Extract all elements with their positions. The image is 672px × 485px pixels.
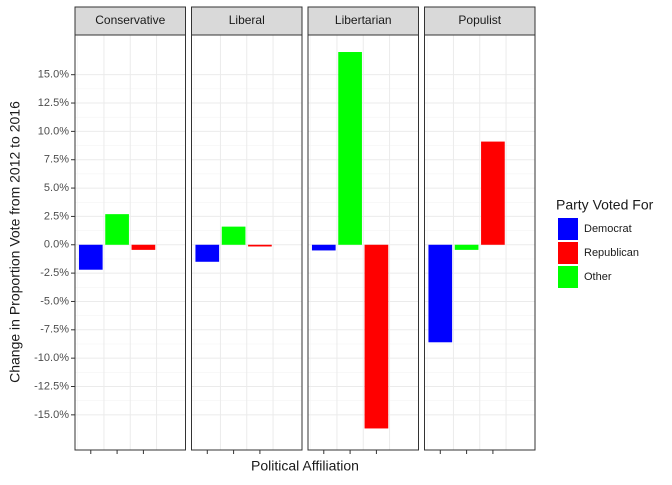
legend-label: Republican [584,247,639,259]
bar [248,244,272,247]
strip-label: Liberal [229,13,265,27]
legend-title: Party Voted For [556,197,654,213]
legend-key [558,266,578,288]
bar [105,214,129,245]
y-tick-label: 5.0% [44,182,69,194]
legend-key [558,242,578,264]
bar [428,244,453,343]
y-tick-label: -15.0% [34,409,69,421]
y-axis-title: Change in Proportion Vote from 2012 to 2… [7,101,23,383]
x-axis-title: Political Affiliation [251,458,359,474]
y-tick-label: 7.5% [44,154,69,166]
y-tick-label: 0.0% [44,239,69,251]
y-tick-label: -10.0% [34,352,69,364]
y-tick-label: 12.5% [38,97,69,109]
y-tick-label: -12.5% [34,380,69,392]
y-tick-label: 15.0% [38,69,69,81]
bar [131,244,156,250]
bar [364,244,389,429]
legend-label: Democrat [584,223,632,235]
bar [481,141,505,245]
strip-label: Populist [458,13,501,27]
strip-label: Conservative [95,13,165,27]
legend-key [558,218,578,240]
y-tick-label: -2.5% [40,267,69,279]
legend-label: Other [584,271,612,283]
bar [195,244,220,262]
bar [311,244,336,251]
bar [454,244,479,250]
strip [424,6,536,36]
strip-label: Libertarian [335,13,392,27]
y-tick-label: -7.5% [40,324,69,336]
strip [74,6,186,36]
bar [78,244,103,270]
strip [191,6,303,36]
strip [307,6,419,36]
y-tick-label: -5.0% [40,295,69,307]
y-tick-label: 10.0% [38,125,69,137]
y-tick-label: 2.5% [44,210,69,222]
bar [338,52,362,245]
bar [221,226,246,245]
